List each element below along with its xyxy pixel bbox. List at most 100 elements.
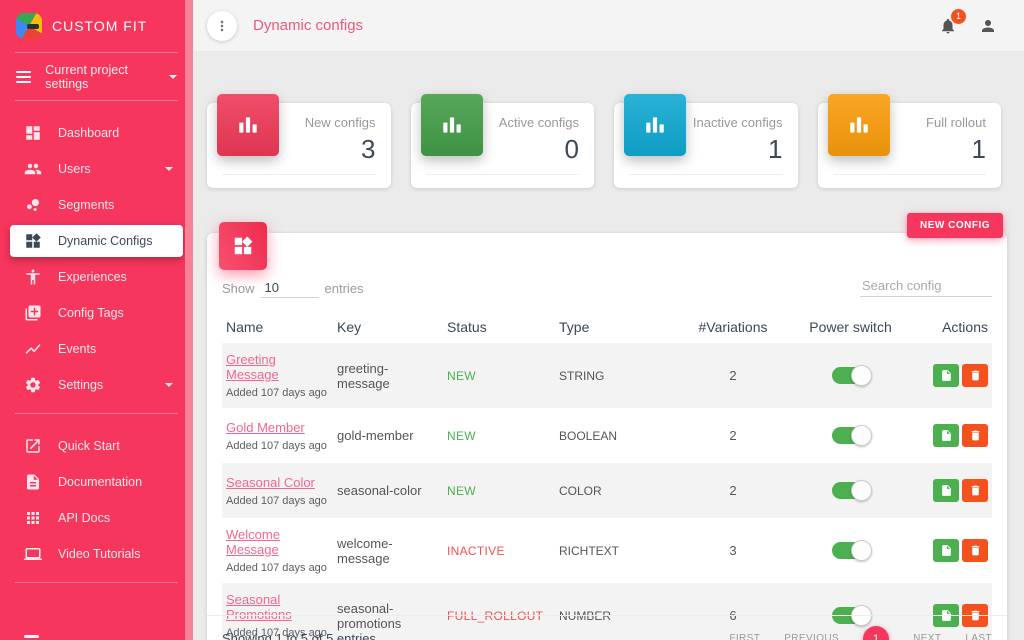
profile-button[interactable] [979, 17, 997, 35]
stat-value: 1 [971, 134, 986, 164]
status-badge: NEW [447, 429, 476, 443]
stat-icon [827, 94, 890, 156]
stat-label: Inactive configs [692, 115, 783, 130]
sidebar-item-settings[interactable]: Settings [10, 369, 183, 401]
new-config-button[interactable]: NEW CONFIG [907, 213, 1003, 238]
variations-count: 2 [729, 368, 737, 383]
column-header-key: Key [337, 319, 362, 335]
config-key: seasonal-color [337, 483, 422, 498]
notifications-button[interactable]: 1 [939, 8, 966, 35]
chevron-down-icon [169, 74, 177, 79]
sidebar-nav: Dashboard Users Segments Dynamic Configs Exp… [0, 101, 193, 401]
sidebar-scrollbar[interactable] [185, 0, 193, 640]
config-key: seasonal-promotions [337, 600, 402, 631]
delete-config-button[interactable] [962, 364, 988, 387]
power-switch-toggle[interactable] [831, 540, 872, 562]
stat-card-full-rollout: Full rollout 1 [817, 94, 1001, 188]
sidebar-item-quick-start[interactable]: Quick Start [10, 430, 183, 462]
showing-entries-text: Showing 1 to 5 of 5 entries [222, 631, 376, 640]
entries-label: entries [324, 280, 364, 296]
bar-chart-icon [239, 117, 257, 133]
trash-icon [971, 485, 979, 496]
stat-label: New configs [304, 115, 376, 130]
variations-count: 2 [729, 483, 737, 498]
status-badge: NEW [447, 484, 476, 498]
divider [15, 100, 178, 101]
copy-icon [941, 545, 951, 556]
duplicate-config-button[interactable] [933, 364, 959, 387]
sidebar-item-users[interactable]: Users [10, 153, 183, 185]
sidebar-item-dynamic-configs[interactable]: Dynamic Configs [10, 225, 183, 257]
page-size-input[interactable] [260, 278, 319, 298]
notification-badge: 1 [951, 8, 966, 24]
table-row: Seasonal Color Added 107 days ago seasonal… [222, 463, 992, 518]
sidebar-item-label: Experiences [58, 270, 127, 284]
pagination-previous[interactable]: PREVIOUS [784, 633, 840, 640]
table-row: Greeting Message Added 107 days ago greeti… [222, 343, 992, 408]
configs-card: NEW CONFIG Show entries Name Key Status Typ… [207, 213, 1007, 640]
stat-label: Full rollout [926, 115, 986, 130]
config-name-link[interactable]: Greeting Message [226, 352, 279, 382]
sidebar-item-label: Quick Start [58, 439, 120, 453]
config-name-link[interactable]: Seasonal Promotions [226, 592, 292, 622]
sidebar-item-segments[interactable]: Segments [10, 189, 183, 221]
delete-config-button[interactable] [962, 539, 988, 562]
sidebar-secondary-nav: Quick Start Documentation API Docs Video Tu… [0, 414, 193, 570]
sidebar-item-label: Dashboard [58, 126, 120, 140]
stat-icon [420, 94, 483, 156]
sidebar-item-video-tutorials[interactable]: Video Tutorials [10, 538, 183, 570]
pagination-page-current[interactable]: 1 [863, 625, 890, 640]
status-badge: NEW [447, 369, 476, 383]
stat-value: 0 [564, 134, 579, 164]
stat-value: 3 [361, 134, 376, 164]
power-switch-toggle[interactable] [831, 480, 872, 502]
configs-table: Name Key Status Type #Variations Power switch… [222, 313, 992, 640]
project-selector-label: Current project settings [45, 62, 128, 91]
pagination-last[interactable]: LAST [965, 633, 992, 640]
sidebar-item-label: Settings [58, 378, 104, 392]
config-name-link[interactable]: Welcome Message [226, 527, 280, 557]
delete-config-button[interactable] [962, 479, 988, 502]
delete-config-button[interactable] [962, 424, 988, 447]
column-header-power-switch: Power switch [809, 319, 892, 335]
table-row: Gold Member Added 107 days ago gold-member… [222, 408, 992, 463]
more-options-button[interactable] [207, 10, 237, 41]
column-header-type: Type [559, 319, 590, 335]
sidebar-item-config-tags[interactable]: Config Tags [10, 297, 183, 329]
power-switch-toggle[interactable] [831, 365, 872, 387]
divider [15, 413, 178, 414]
duplicate-config-button[interactable] [933, 479, 959, 502]
search-config-input[interactable] [860, 275, 992, 297]
config-key: gold-member [337, 428, 414, 443]
sidebar-item-label: Config Tags [58, 306, 124, 320]
table-header-row: Name Key Status Type #Variations Power switch… [222, 313, 992, 343]
divider [222, 174, 376, 175]
duplicate-config-button[interactable] [933, 424, 959, 447]
table-row: Welcome Message Added 107 days ago welcome… [222, 518, 992, 583]
sidebar-item-dashboard[interactable]: Dashboard [10, 117, 183, 149]
partial-menu-icon [24, 635, 39, 638]
project-selector[interactable]: Current project settings [0, 53, 193, 100]
pagination: FIRST PREVIOUS 1 NEXT LAST [729, 625, 992, 640]
power-switch-toggle[interactable] [831, 425, 872, 447]
config-name-link[interactable]: Gold Member [226, 419, 305, 435]
config-added-text: Added 107 days ago [226, 627, 327, 639]
config-name-link[interactable]: Seasonal Color [226, 474, 315, 490]
bar-chart-icon [442, 117, 461, 133]
divider [832, 174, 986, 175]
duplicate-config-button[interactable] [933, 539, 959, 562]
sidebar-item-label: Dynamic Configs [58, 234, 153, 248]
pagination-next[interactable]: NEXT [913, 633, 942, 640]
sidebar-item-documentation[interactable]: Documentation [10, 466, 183, 498]
pagination-first[interactable]: FIRST [729, 633, 761, 640]
trash-icon [971, 430, 979, 441]
sidebar-item-experiences[interactable]: Experiences [10, 261, 183, 293]
open-in-new-icon [26, 439, 40, 453]
topbar: Dynamic configs 1 [193, 0, 1024, 52]
dashboard-icon [26, 126, 40, 140]
config-added-text: Added 107 days ago [226, 387, 327, 399]
config-added-text: Added 107 days ago [226, 494, 327, 507]
sidebar-item-api-docs[interactable]: API Docs [10, 502, 183, 534]
sidebar-item-events[interactable]: Events [10, 333, 183, 365]
status-badge: INACTIVE [447, 544, 505, 558]
